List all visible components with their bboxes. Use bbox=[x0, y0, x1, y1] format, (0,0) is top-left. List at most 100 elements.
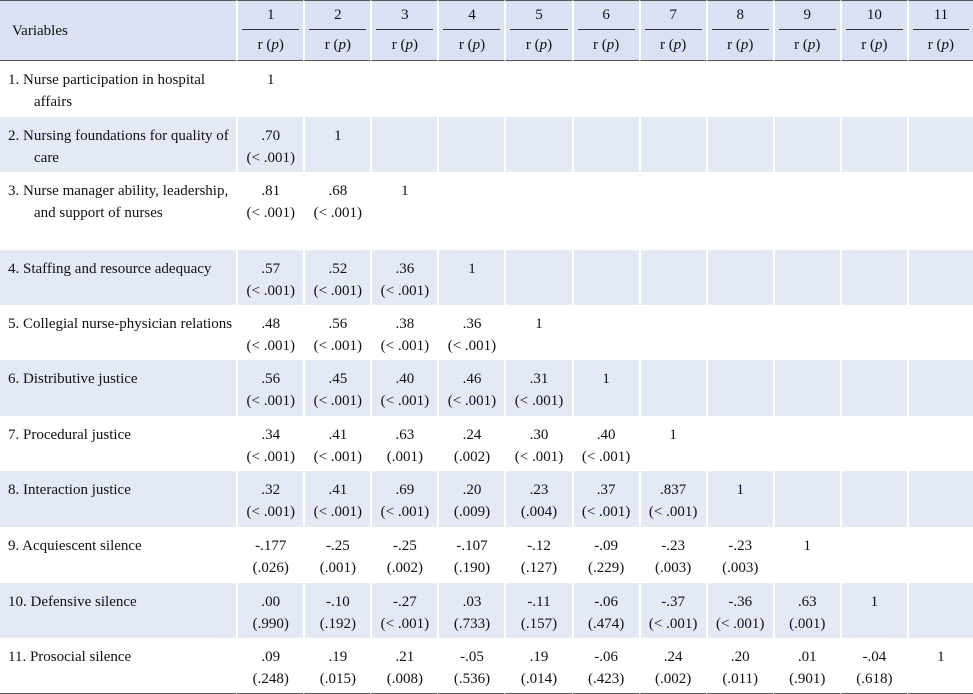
correlation-cell: .24 (.002) bbox=[638, 638, 706, 694]
correlation-cell bbox=[839, 172, 907, 250]
p-value: (< .001) bbox=[246, 283, 295, 299]
correlation-cell: -.37 (< .001) bbox=[638, 583, 706, 638]
correlation-cell: .03 (.733) bbox=[437, 583, 505, 638]
correlation-cell bbox=[772, 250, 840, 305]
column-number-header: 9 bbox=[772, 0, 840, 31]
correlation-cell: .34 (< .001) bbox=[236, 416, 303, 471]
p-value: (.229) bbox=[587, 560, 625, 576]
p-value: (< .001) bbox=[581, 449, 631, 465]
r-value: .30 bbox=[529, 427, 549, 443]
table-row: 4. Staffing and resource adequacy .57 (< .… bbox=[0, 250, 973, 305]
r-value: .40 bbox=[596, 427, 616, 443]
r-value: .21 bbox=[395, 649, 415, 665]
table-row: 3. Nurse manager ability, leadership, an… bbox=[0, 172, 973, 250]
correlation-cell bbox=[571, 61, 639, 117]
correlation-cell: .23 (.004) bbox=[504, 471, 572, 527]
correlation-cell: .00 (.990) bbox=[236, 583, 304, 638]
correlation-cell: .32 (< .001) bbox=[236, 471, 304, 527]
correlation-cell: .37 (< .001) bbox=[571, 471, 639, 527]
correlation-cell: .57 (< .001) bbox=[236, 250, 304, 305]
correlation-cell bbox=[705, 61, 773, 117]
correlation-cell bbox=[772, 172, 840, 250]
r-value: .23 bbox=[529, 482, 549, 498]
correlation-cell: 1 bbox=[370, 172, 437, 250]
correlation-cell bbox=[638, 250, 706, 305]
correlation-cell bbox=[906, 527, 973, 583]
correlation-cell bbox=[906, 250, 973, 305]
correlation-cell bbox=[772, 360, 840, 416]
r-value: .63 bbox=[797, 594, 817, 610]
variable-label: 7. Procedural justice bbox=[8, 427, 131, 443]
r-value: .70 bbox=[261, 128, 281, 144]
r-value: .36 bbox=[462, 316, 482, 332]
correlation-cell bbox=[906, 61, 973, 117]
column-number-header: 5 bbox=[504, 0, 572, 31]
p-value: (< .001) bbox=[380, 504, 430, 520]
table-header: Variables 1 2 3 4 5 6 7 8 9 10 11 r (p) r (p) r (p) r… bbox=[0, 0, 973, 61]
r-value: .19 bbox=[328, 649, 348, 665]
column-stat-header: r (p) bbox=[906, 30, 973, 61]
correlation-cell: .09 (.248) bbox=[236, 638, 304, 694]
r-value: -.05 bbox=[460, 649, 484, 665]
correlation-cell: .56 (< .001) bbox=[236, 360, 304, 416]
correlation-cell bbox=[638, 117, 706, 172]
p-value: (< .001) bbox=[581, 504, 631, 520]
r-value: .41 bbox=[328, 482, 348, 498]
p-value: (< .001) bbox=[313, 205, 363, 221]
r-value: .24 bbox=[663, 649, 683, 665]
p-value: (.003) bbox=[722, 560, 759, 576]
r-value: .81 bbox=[261, 183, 281, 199]
column-stat-header: r (p) bbox=[638, 30, 706, 61]
variable-label: 4. Staffing and resource adequacy bbox=[0, 250, 237, 305]
r-value: .63 bbox=[395, 427, 415, 443]
correlation-cell bbox=[638, 305, 706, 360]
correlation-cell bbox=[906, 117, 973, 172]
r-value: .36 bbox=[395, 261, 415, 277]
p-value: (.003) bbox=[655, 560, 692, 576]
correlation-cell: -.06 (.474) bbox=[571, 583, 639, 638]
p-value: (.001) bbox=[789, 616, 826, 632]
p-value: (.026) bbox=[252, 560, 289, 576]
table-row: 2. Nursing foundations for quality of ca… bbox=[0, 117, 973, 172]
correlation-cell bbox=[705, 250, 773, 305]
r-value: .20 bbox=[730, 649, 750, 665]
correlation-cell: 1 bbox=[236, 61, 303, 117]
correlation-cell: -.04 (.618) bbox=[839, 638, 907, 694]
correlation-cell bbox=[571, 250, 639, 305]
column-stat-header: r (p) bbox=[504, 30, 572, 61]
correlation-cell bbox=[906, 471, 973, 527]
r-value: 1 bbox=[870, 594, 879, 610]
column-number-header: 6 bbox=[571, 0, 639, 31]
r-value: 1 bbox=[736, 482, 744, 498]
p-value: (.004) bbox=[520, 504, 558, 520]
p-value: (.009) bbox=[453, 504, 491, 520]
p-value: (.157) bbox=[520, 616, 558, 632]
table-row: 8. Interaction justice .32 (< .001) .41 (< .… bbox=[0, 471, 973, 527]
correlation-cell bbox=[906, 172, 973, 250]
correlation-cell: -.06 (.423) bbox=[571, 638, 639, 694]
correlation-cell: .40 (< .001) bbox=[571, 416, 639, 471]
correlation-cell: .837 (< .001) bbox=[638, 471, 706, 527]
r-value: .00 bbox=[261, 594, 281, 610]
p-value: (< .001) bbox=[246, 449, 295, 465]
correlation-cell bbox=[906, 305, 973, 360]
r-value: .57 bbox=[261, 261, 281, 277]
correlation-cell: .56 (< .001) bbox=[303, 305, 370, 360]
column-stat-header: r (p) bbox=[571, 30, 639, 61]
correlation-cell bbox=[370, 117, 438, 172]
r-value: 1 bbox=[602, 371, 610, 387]
column-number-header: 7 bbox=[638, 0, 706, 31]
correlation-cell bbox=[839, 117, 907, 172]
correlation-cell: .63 (.001) bbox=[370, 416, 437, 471]
table-row: 10. Defensive silence .00 (.990) -.10 (.192)… bbox=[0, 583, 973, 638]
p-value: (< .001) bbox=[313, 338, 363, 354]
correlation-cell bbox=[906, 416, 973, 471]
correlation-cell bbox=[504, 117, 572, 172]
table-row: 7. Procedural justice .34 (< .001) .41 (< .0… bbox=[0, 416, 973, 471]
r-value: -.25 bbox=[393, 538, 417, 554]
correlation-cell: .48 (< .001) bbox=[236, 305, 303, 360]
p-value: (< .001) bbox=[514, 393, 564, 409]
correlation-cell: -.25 (.001) bbox=[303, 527, 370, 583]
r-value: .837 bbox=[660, 482, 687, 498]
correlation-cell bbox=[705, 305, 773, 360]
